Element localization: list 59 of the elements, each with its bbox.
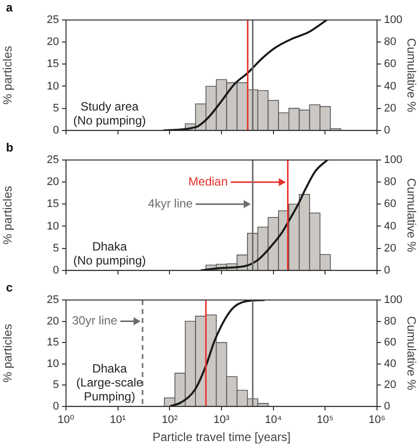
y2-axis-title: Cumulative % — [404, 178, 418, 253]
y-tick-label: 10 — [46, 220, 59, 232]
y2-tick-label: 100 — [384, 154, 402, 166]
y-tick-label: 20 — [46, 176, 59, 188]
y2-tick-label: 100 — [384, 14, 402, 26]
y-axis-title: % particles — [0, 186, 15, 245]
y2-tick-label: 20 — [384, 102, 396, 114]
y-tick-label: 20 — [46, 36, 59, 48]
y2-tick-label: 40 — [384, 358, 396, 370]
x-tick-label: 10² — [162, 414, 178, 426]
y-tick-label: 20 — [46, 315, 59, 328]
y2-tick-label: 0 — [384, 400, 390, 412]
y2-tick-label: 80 — [384, 36, 396, 48]
y-tick-label: 15 — [46, 58, 59, 70]
y2-tick-label: 60 — [384, 198, 396, 210]
y2-tick-label: 80 — [384, 315, 396, 328]
x-axis-title: Particle travel time [years] — [152, 430, 291, 444]
y-tick-label: 10 — [46, 358, 59, 370]
annotation: Study area (No pumping) — [73, 99, 146, 128]
chart-title: c — [6, 280, 13, 294]
y2-tick-label: 80 — [384, 176, 396, 188]
y2-tick-label: 0 — [384, 264, 390, 276]
y2-axis-title: Cumulative % — [404, 38, 418, 113]
y-tick-label: 25 — [46, 294, 59, 306]
x-tick-label: 10⁵ — [316, 414, 334, 426]
x-tick-label: 10⁰ — [58, 414, 75, 426]
ref-line-label: Median — [188, 174, 228, 188]
y2-tick-label: 60 — [384, 336, 396, 349]
y2-tick-label: 40 — [384, 80, 396, 92]
ref-line-label: 30yr line — [72, 314, 118, 328]
x-tick-label: 10³ — [214, 414, 230, 426]
annotation: Dhaka (Large-scale Pumping) — [76, 361, 144, 404]
y-tick-label: 25 — [46, 154, 59, 166]
y2-axis-title: Cumulative % — [404, 316, 418, 391]
annotation: Dhaka (No pumping) — [73, 239, 146, 268]
y2-tick-label: 20 — [384, 379, 396, 392]
y-tick-label: 5 — [52, 102, 59, 114]
y2-tick-label: 0 — [384, 124, 390, 136]
x-tick-label: 10¹ — [110, 414, 126, 426]
ref-line-label: 4kyr line — [148, 196, 194, 210]
y-tick-label: 15 — [46, 336, 59, 349]
y-tick-label: 10 — [46, 80, 59, 92]
x-tick-label: 10⁶ — [368, 414, 386, 426]
y2-tick-label: 40 — [384, 220, 396, 232]
chart-title: b — [6, 140, 14, 154]
y-axis-title: % particles — [0, 46, 15, 105]
y-tick-label: 25 — [46, 14, 59, 26]
y-tick-label: 5 — [52, 379, 59, 392]
x-tick-label: 10⁴ — [264, 414, 282, 426]
y-tick-label: 5 — [52, 242, 59, 254]
y-axis-title: % particles — [0, 324, 15, 383]
y-tick-label: 15 — [46, 198, 59, 210]
y-tick-label: 0 — [52, 264, 59, 276]
chart-title: a — [6, 0, 13, 14]
y-tick-label: 0 — [52, 124, 59, 136]
y2-tick-label: 100 — [384, 294, 402, 306]
y2-tick-label: 20 — [384, 242, 396, 254]
y-tick-label: 0 — [52, 400, 59, 412]
y2-tick-label: 60 — [384, 58, 396, 70]
